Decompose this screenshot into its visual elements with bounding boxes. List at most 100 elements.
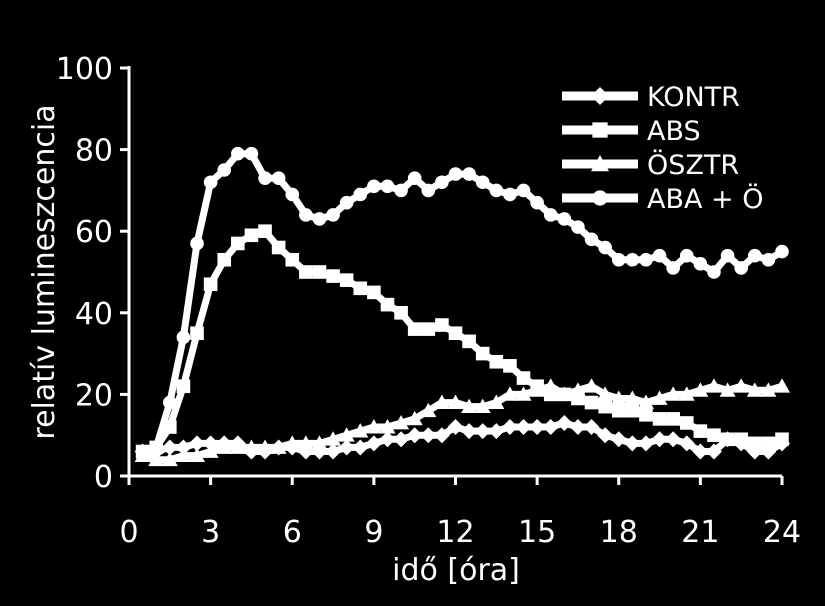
data-point — [557, 212, 572, 226]
data-point — [475, 346, 490, 361]
data-point — [325, 431, 342, 446]
data-point — [203, 277, 218, 292]
data-point — [175, 439, 192, 456]
data-point — [365, 419, 382, 434]
data-point — [231, 236, 245, 251]
data-point — [542, 378, 559, 393]
legend-swatch-marker — [591, 155, 609, 172]
data-point — [639, 252, 653, 267]
data-point — [271, 171, 286, 185]
data-point — [448, 326, 463, 340]
data-point — [394, 306, 408, 320]
data-point — [406, 410, 423, 426]
data-point — [651, 390, 668, 405]
data-point — [175, 447, 192, 462]
data-point — [271, 240, 286, 255]
data-point — [760, 382, 777, 397]
data-point — [285, 252, 300, 267]
data-point — [637, 435, 654, 452]
legend-label: ÖSZTR — [647, 149, 739, 181]
data-point — [435, 175, 449, 190]
data-point — [421, 322, 436, 336]
data-point — [352, 423, 369, 438]
axes: 0 20 40 60 80 100 0 3 6 9 12 15 18 21 24 — [56, 52, 801, 550]
data-point — [610, 431, 627, 448]
data-point — [365, 435, 382, 452]
data-point — [380, 297, 395, 312]
data-point — [447, 419, 464, 436]
data-point — [719, 382, 736, 397]
data-point — [515, 419, 532, 436]
data-point — [475, 175, 490, 190]
data-point — [747, 248, 762, 263]
legend-swatch-marker — [591, 87, 609, 105]
data-point — [311, 435, 328, 450]
data-point — [652, 248, 667, 263]
data-point — [474, 398, 491, 414]
data-point — [529, 419, 546, 436]
data-point — [516, 371, 531, 385]
data-point — [380, 179, 395, 194]
data-point — [761, 252, 776, 267]
data-point — [231, 146, 245, 161]
data-point — [352, 439, 369, 456]
series-4 — [135, 146, 789, 459]
data-point — [420, 427, 437, 444]
data-point — [597, 386, 614, 401]
data-point — [448, 167, 463, 181]
data-point — [556, 414, 573, 431]
legend-entry: ÖSZTR — [562, 149, 739, 181]
data-point — [258, 171, 272, 185]
data-point — [516, 183, 531, 198]
data-point — [652, 412, 667, 426]
data-point — [746, 382, 763, 397]
data-point — [692, 382, 709, 397]
data-point — [705, 443, 722, 460]
data-point — [421, 183, 436, 198]
data-point — [379, 419, 396, 434]
data-point — [651, 431, 668, 448]
data-point — [624, 435, 641, 452]
series-3 — [134, 378, 790, 467]
x-tick-label: 21 — [681, 515, 719, 550]
data-point — [747, 436, 762, 451]
data-point — [312, 212, 327, 226]
data-point — [542, 419, 559, 436]
data-point — [338, 427, 355, 442]
data-point — [353, 281, 368, 296]
x-tick-label: 0 — [119, 515, 138, 550]
data-point — [216, 439, 233, 454]
data-point — [679, 248, 694, 263]
x-tick-label: 6 — [283, 515, 302, 550]
data-point — [257, 439, 274, 454]
data-point — [733, 378, 750, 393]
data-point — [367, 179, 381, 194]
data-point — [326, 269, 340, 283]
data-point — [775, 432, 789, 447]
data-point — [610, 390, 627, 405]
data-point — [420, 402, 437, 418]
data-point — [637, 394, 654, 409]
data-point — [678, 435, 695, 452]
data-point — [379, 431, 396, 448]
x-axis-label: idő [óra] — [392, 553, 520, 588]
data-point — [393, 414, 410, 430]
data-point — [406, 427, 423, 444]
legend-swatch-marker — [592, 190, 608, 206]
legend-label: ABS — [647, 116, 701, 147]
data-point — [489, 183, 504, 198]
x-tick-label: 24 — [763, 515, 801, 550]
data-point — [244, 228, 259, 243]
data-point — [297, 435, 314, 450]
data-point — [597, 427, 614, 444]
data-point — [598, 240, 612, 255]
data-point — [299, 265, 313, 279]
data-point — [190, 326, 204, 340]
data-point — [556, 386, 573, 401]
data-point — [693, 424, 708, 438]
data-point — [339, 195, 354, 210]
data-point — [461, 423, 478, 440]
